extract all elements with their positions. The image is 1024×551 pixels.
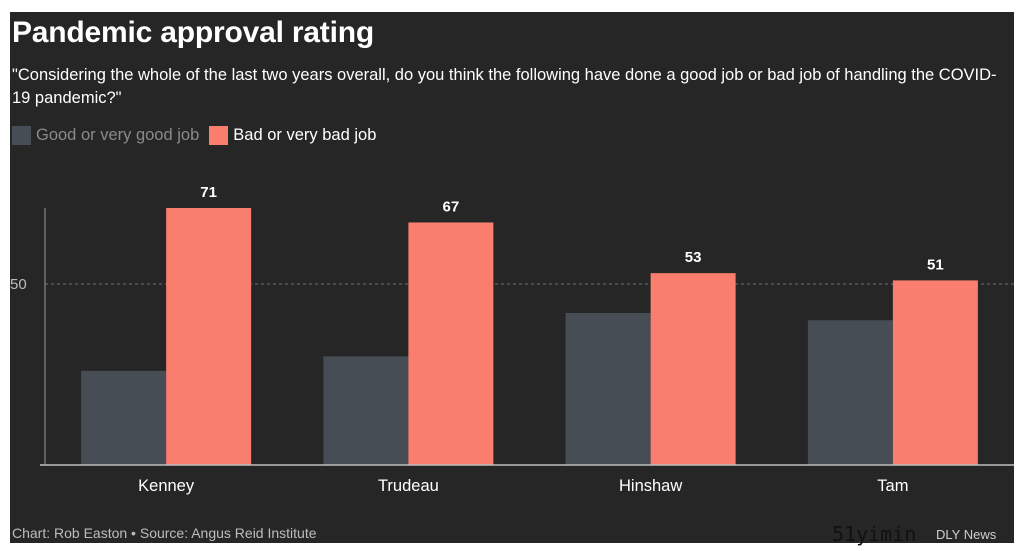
bar-kenney-good (81, 370, 167, 465)
bar-hinshaw-bad (650, 273, 736, 465)
legend-label-bad: Bad or very bad job (233, 126, 377, 144)
x-tick-label-trudeau: Trudeau (378, 477, 439, 495)
data-label-hinshaw: 53 (685, 249, 702, 266)
legend-item-good: Good or very good job (12, 126, 199, 145)
bar-hinshaw-good (565, 312, 651, 465)
data-label-trudeau: 67 (443, 198, 460, 215)
bar-chart-plot: 50 71 Kenney 67 Trudeau 53 Hinshaw 51 Tam (10, 184, 1014, 495)
watermark-brand: DLY News (936, 527, 997, 542)
y-tick-label-50: 50 (10, 276, 27, 293)
legend-item-bad: Bad or very bad job (209, 126, 376, 145)
x-tick-label-tam: Tam (877, 477, 908, 495)
bar-tam-good (807, 320, 893, 465)
data-label-tam: 51 (927, 256, 944, 273)
legend: Good or very good job Bad or very bad jo… (12, 126, 386, 145)
chart-subtitle: "Considering the whole of the last two y… (12, 66, 997, 107)
bar-trudeau-bad (408, 222, 494, 465)
chart-frame: Pandemic approval rating "Considering th… (10, 12, 1014, 543)
bar-kenney-bad (166, 208, 252, 465)
legend-swatch-bad (209, 126, 229, 145)
chart-source: Chart: Rob Easton • Source: Angus Reid I… (12, 525, 317, 541)
watermark-text: 51yimin (832, 522, 917, 546)
legend-swatch-good (12, 126, 31, 145)
chart-title: Pandemic approval rating (12, 16, 374, 49)
x-tick-label-hinshaw: Hinshaw (619, 477, 682, 495)
bar-trudeau-good (323, 356, 409, 465)
bar-tam-bad (892, 280, 978, 465)
x-tick-label-kenney: Kenney (138, 477, 195, 495)
data-label-kenney: 71 (200, 184, 217, 201)
legend-label-good: Good or very good job (36, 126, 200, 144)
